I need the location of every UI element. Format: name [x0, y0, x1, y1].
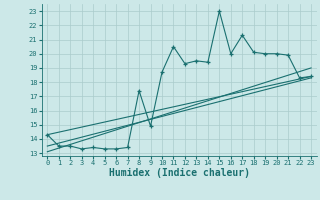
X-axis label: Humidex (Indice chaleur): Humidex (Indice chaleur)	[109, 168, 250, 178]
